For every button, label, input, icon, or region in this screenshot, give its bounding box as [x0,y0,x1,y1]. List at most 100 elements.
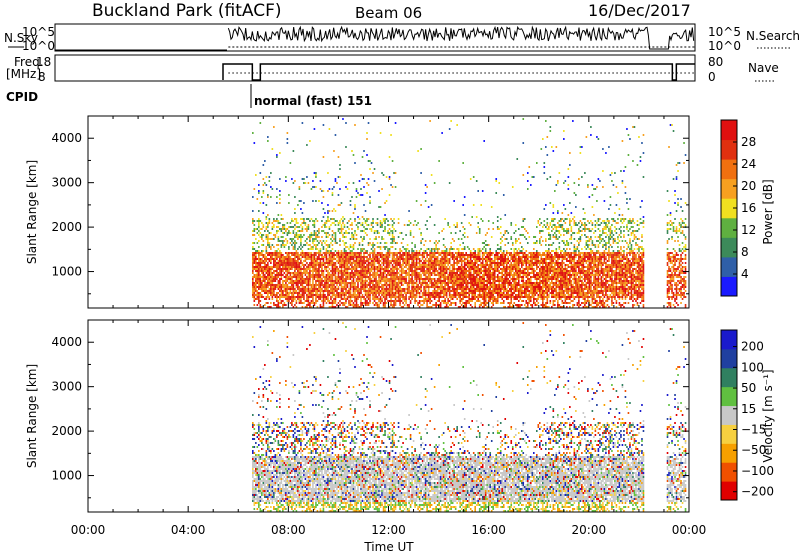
power-cell [279,190,281,192]
power-cell [372,254,374,256]
power-cell [371,266,373,268]
power-cell [309,278,311,280]
power-cell [386,298,388,300]
power-cell [266,226,268,228]
power-cell [408,224,410,226]
power-cell [344,288,346,290]
power-cell [380,272,382,274]
power-cell [398,258,400,260]
power-cell [281,286,283,288]
power-cell [300,224,302,226]
power-cell [296,282,298,284]
power-cell [327,266,329,268]
power-cell [267,252,269,254]
power-cell [402,268,404,270]
power-cell [285,230,287,232]
power-cell [399,278,401,280]
power-cell [285,270,287,272]
power-cell [332,274,334,276]
power-cell [302,178,304,180]
power-cell [381,224,383,226]
power-cell [272,282,274,284]
power-cell [326,254,328,256]
power-cell [267,282,269,284]
power-cell [258,224,260,226]
power-cell [293,288,295,290]
power-cell [267,284,269,286]
power-cell [279,194,281,196]
power-cell [285,256,287,258]
power-cell [270,186,272,188]
power-cell [335,296,337,298]
power-cell [402,280,404,282]
power-cell [287,300,289,302]
power-cell [425,192,427,194]
power-cell [324,232,326,234]
power-cell [297,270,299,272]
power-cell [372,280,374,282]
power-cell [257,286,259,288]
power-cell [422,238,424,240]
power-cell [309,266,311,268]
power-cell [288,232,290,234]
power-cell [354,296,356,298]
power-cell [348,268,350,270]
power-cell [384,228,386,230]
power-cell [308,302,310,304]
power-cell [279,274,281,276]
power-cell [266,256,268,258]
power-cell [389,270,391,272]
power-cell [269,298,271,300]
power-cell [348,296,350,298]
power-cell [308,284,310,286]
power-cell [363,226,365,228]
power-cell [381,188,383,190]
power-cell [257,270,259,272]
power-cell [371,224,373,226]
power-cell [254,254,256,256]
power-cell [348,228,350,230]
power-cell [330,256,332,258]
power-cell [390,284,392,286]
power-cell [408,268,410,270]
power-cell [362,266,364,268]
power-cell [410,268,412,270]
power-cell [285,180,287,182]
power-cell [254,188,256,190]
power-cell [390,298,392,300]
power-cell [393,240,395,242]
power-cell [414,300,416,302]
power-cell [378,298,380,300]
power-cell [422,252,424,254]
power-cell [315,236,317,238]
power-cell [278,280,280,282]
power-cell [374,300,376,302]
power-cell [267,286,269,288]
power-cell [380,256,382,258]
power-cell [278,244,280,246]
power-cell [369,262,371,264]
power-cell [291,292,293,294]
power-cell [255,238,257,240]
power-cell [269,218,271,220]
power-cell [368,260,370,262]
power-cell [278,288,280,290]
power-cell [326,276,328,278]
power-cell [279,260,281,262]
power-cell [278,248,280,250]
power-cell [348,276,350,278]
power-cell [398,262,400,264]
power-cell [306,272,308,274]
power-cell [372,290,374,292]
power-cell [368,122,370,124]
power-cell [348,248,350,250]
power-cell [258,210,260,212]
power-cell [341,296,343,298]
power-cell [303,302,305,304]
power-cell [303,288,305,290]
power-cell [363,258,365,260]
power-cell [299,288,301,290]
power-cell [363,286,365,288]
power-cell [413,282,415,284]
power-cell [263,266,265,268]
